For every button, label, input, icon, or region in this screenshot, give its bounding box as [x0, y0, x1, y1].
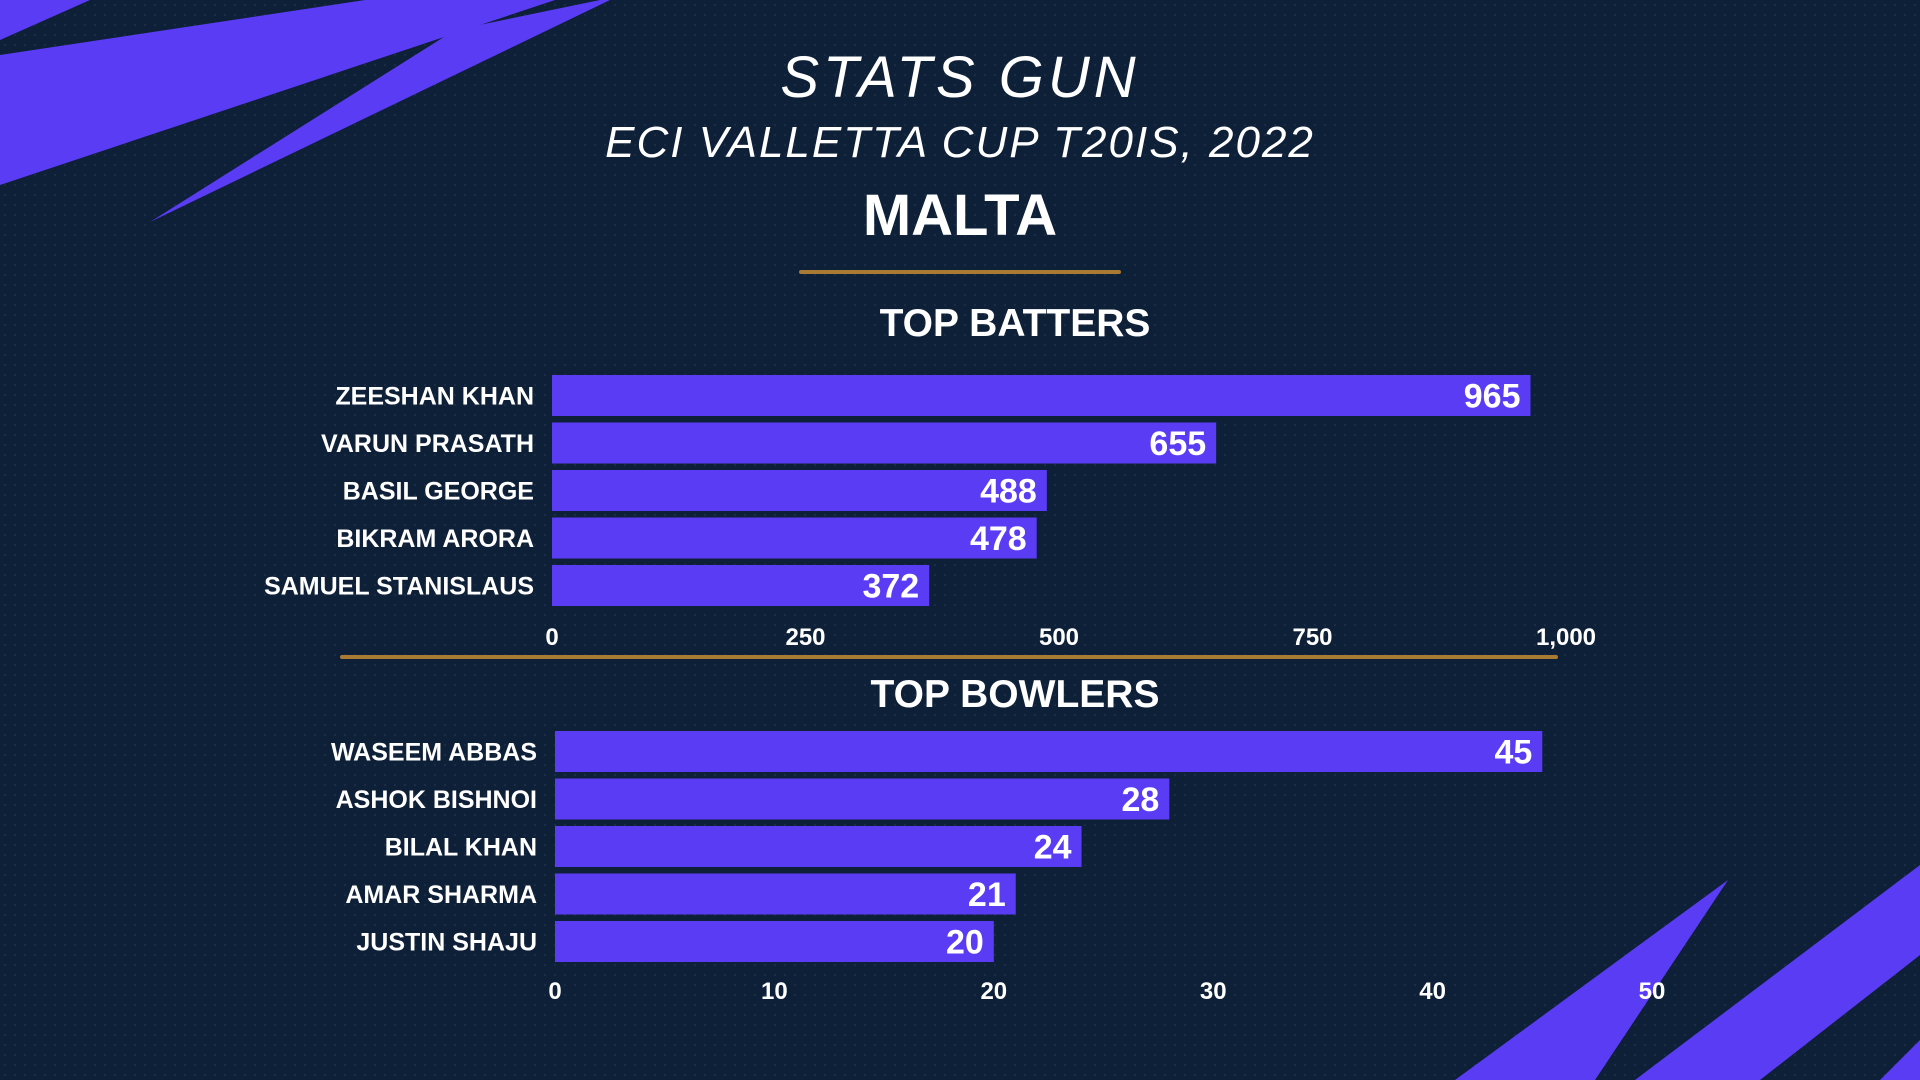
batter-name-label: VARUN PRASATH: [321, 430, 534, 458]
decor-stripe: [1635, 865, 1920, 1080]
bowler-value-label: 45: [1494, 734, 1532, 772]
batter-name-label: ZEESHAN KHAN: [335, 383, 534, 411]
tournament-subtitle: ECI VALLETTA CUP T20IS, 2022: [605, 118, 1315, 167]
bowler-name-label: WASEEM ABBAS: [331, 739, 537, 767]
bowler-name-label: ASHOK BISHNOI: [336, 786, 537, 814]
batter-axis-tick-label: 0: [545, 624, 558, 651]
batter-axis-tick-label: 500: [1039, 624, 1079, 651]
batter-bar: [552, 375, 1531, 416]
decor-stripe: [0, 0, 555, 185]
decor-stripe: [1880, 1040, 1920, 1080]
bowler-value-label: 20: [946, 924, 984, 962]
bowler-axis-tick-label: 40: [1419, 978, 1446, 1005]
bowlers-chart-title: TOP BOWLERS: [870, 673, 1160, 716]
bowler-name-label: BILAL KHAN: [385, 834, 537, 862]
bowler-axis-tick-label: 30: [1200, 978, 1227, 1005]
batter-axis-tick-label: 1,000: [1536, 624, 1596, 651]
batter-value-label: 372: [862, 568, 919, 606]
team-name: MALTA: [862, 183, 1058, 248]
batter-name-label: BASIL GEORGE: [343, 478, 534, 506]
bowler-value-label: 21: [968, 876, 1006, 914]
batter-name-label: BIKRAM ARORA: [336, 525, 534, 553]
bowler-bar: [555, 921, 994, 962]
bowler-axis-tick-label: 0: [548, 978, 561, 1005]
bowler-bar: [555, 873, 1016, 915]
batter-value-label: 965: [1464, 378, 1521, 416]
accent-divider: [799, 270, 1121, 274]
batter-bar: [552, 517, 1037, 559]
brand-title: STATS GUN: [780, 45, 1140, 110]
batter-value-label: 488: [980, 473, 1037, 511]
batter-bar: [552, 470, 1047, 511]
bowler-name-label: AMAR SHARMA: [345, 881, 537, 909]
decor-stripe: [150, 0, 610, 222]
bowler-axis-tick-label: 20: [980, 978, 1007, 1005]
batter-bar: [552, 422, 1217, 464]
batter-axis-tick-label: 750: [1292, 624, 1332, 651]
decor-stripe: [0, 0, 90, 40]
bowler-bar: [555, 778, 1170, 820]
batter-value-label: 655: [1149, 425, 1206, 463]
batter-value-label: 478: [970, 520, 1027, 558]
batter-bar: [552, 565, 930, 606]
bowler-value-label: 24: [1034, 829, 1072, 867]
bowler-value-label: 28: [1121, 781, 1159, 819]
batters-chart-title: TOP BATTERS: [879, 302, 1151, 345]
bowler-bar: [555, 826, 1082, 867]
bowler-axis-tick-label: 10: [761, 978, 788, 1005]
decor-stripe: [1455, 880, 1728, 1080]
batter-name-label: SAMUEL STANISLAUS: [264, 573, 534, 601]
batter-axis-tick-label: 250: [785, 624, 825, 651]
section-divider: [340, 655, 1558, 659]
bowler-bar: [555, 731, 1543, 772]
bowler-name-label: JUSTIN SHAJU: [356, 929, 537, 957]
bowler-axis-tick-label: 50: [1639, 978, 1666, 1005]
